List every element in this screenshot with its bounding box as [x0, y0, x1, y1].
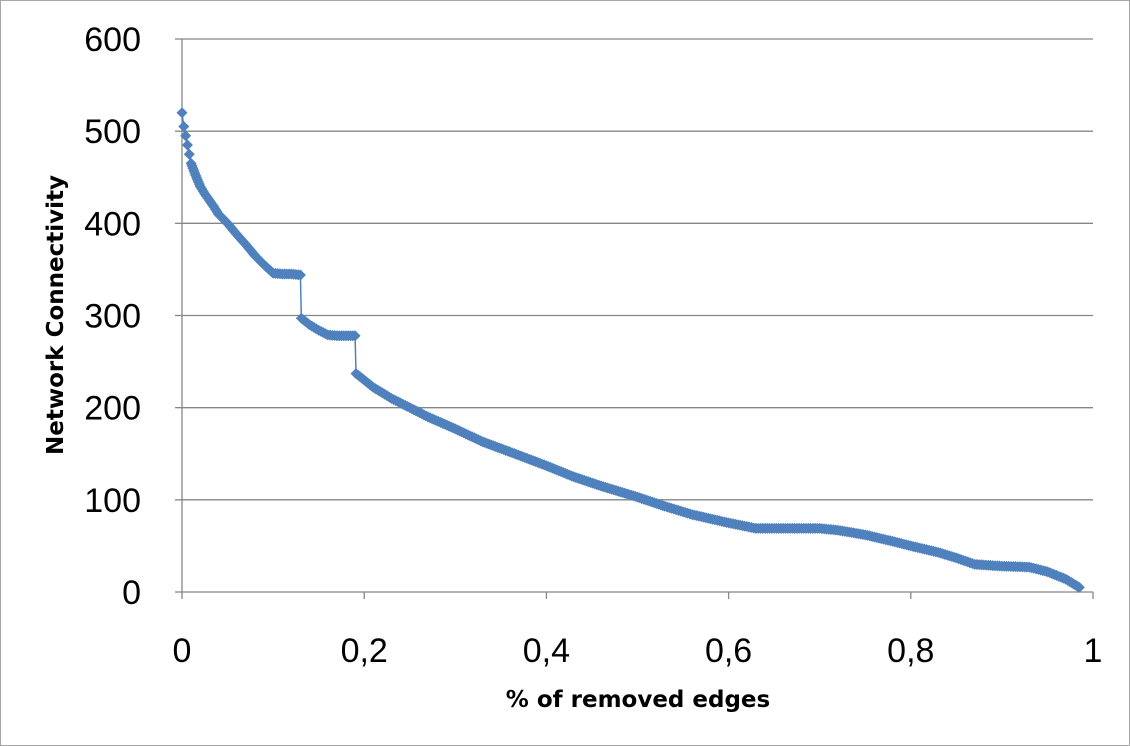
data-point-1 — [178, 121, 190, 133]
axes — [175, 38, 1094, 599]
x-tick-label-5: 1 — [1084, 632, 1103, 670]
data-point-0 — [176, 107, 188, 119]
x-tick-labels: 0 0,2 0,4 0,6 0,8 1 — [173, 632, 1103, 670]
gridlines — [182, 38, 1093, 501]
data-point-20 — [294, 269, 306, 281]
y-tick-label-5: 500 — [84, 113, 141, 151]
data-point-2 — [180, 130, 192, 142]
data-point-60 — [1073, 581, 1085, 593]
y-tick-label-4: 400 — [84, 205, 141, 243]
data-point-3 — [181, 139, 193, 151]
y-tick-label-0: 0 — [122, 574, 141, 612]
y-tick-label-3: 300 — [84, 298, 141, 336]
y-axis-title: Network Connectivity — [43, 175, 69, 455]
x-tick-label-4: 0,8 — [887, 632, 934, 670]
data-point-27 — [349, 330, 361, 342]
x-tick-label-1: 0,2 — [341, 632, 388, 670]
y-tick-label-2: 200 — [84, 390, 141, 428]
x-tick-label-0: 0 — [173, 632, 192, 670]
x-tick-label-3: 0,6 — [705, 632, 752, 670]
y-tick-labels: 0 100 200 300 400 500 600 — [84, 21, 141, 612]
x-axis-title: % of removed edges — [506, 687, 770, 713]
series-line-0 — [181, 112, 1080, 589]
y-tick-label-6: 600 — [84, 21, 141, 59]
y-tick-label-1: 100 — [84, 482, 141, 520]
x-tick-label-2: 0,4 — [523, 632, 570, 670]
data-point-4 — [183, 148, 195, 160]
series-group — [176, 107, 1085, 593]
series-markers-0 — [176, 107, 1085, 593]
